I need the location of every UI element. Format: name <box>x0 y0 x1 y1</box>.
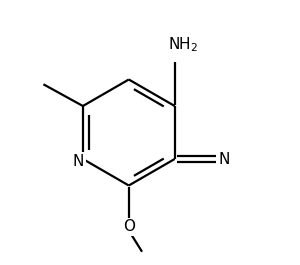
Text: NH$_2$: NH$_2$ <box>167 36 198 54</box>
Text: O: O <box>123 219 135 234</box>
Text: N: N <box>219 152 230 166</box>
Text: N: N <box>72 154 84 169</box>
